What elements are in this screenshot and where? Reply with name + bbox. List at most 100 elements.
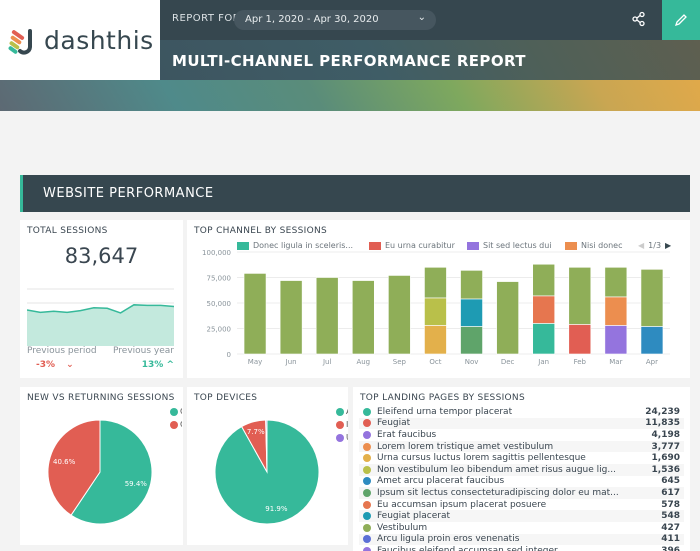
previous-year-change: 13% [141, 360, 164, 370]
bar-segment[interactable] [460, 298, 483, 327]
bar-segment[interactable] [351, 280, 375, 355]
color-dot-icon [363, 535, 371, 544]
list-item[interactable]: Vestibulum 427 [359, 522, 684, 534]
legend-label: Eu urna curabitur [385, 241, 455, 250]
legend-item[interactable]: A [336, 407, 348, 416]
legend-item[interactable]: U [336, 433, 348, 442]
color-dot-icon [363, 546, 371, 551]
color-dot-icon [363, 454, 371, 463]
page-name: Non vestibulum leo bibendum amet risus a… [377, 464, 616, 475]
page-name: Eu accumsan ipsum placerat posuere [377, 499, 547, 510]
share-icon[interactable] [630, 10, 648, 28]
color-dot-icon [363, 512, 371, 521]
page-sessions: 1,536 [651, 464, 680, 475]
list-item[interactable]: Erat faucibus 4,198 [359, 429, 684, 441]
bar-segment[interactable] [532, 323, 556, 355]
sessions-sparkline [27, 288, 174, 346]
page-sessions: 11,835 [645, 418, 680, 429]
slice-label: 91.9% [265, 505, 288, 513]
bar-segment[interactable] [532, 263, 556, 297]
bar-chart: 100,000 75,000 50,000 25,000 0 May Jun Jul Aug Se… [202, 249, 670, 366]
legend-item[interactable]: Nisi donec [565, 241, 623, 250]
legend-label: A [346, 407, 348, 416]
legend-prev-icon[interactable]: ◀ [638, 241, 645, 250]
bar-segment[interactable] [640, 326, 664, 355]
page-sessions: 4,198 [651, 429, 680, 440]
color-dot-icon [363, 419, 371, 428]
card-title: TOTAL SESSIONS [27, 226, 108, 236]
list-item[interactable]: Lorem lorem tristique amet vestibulum 3,7… [359, 440, 684, 453]
bar-segment[interactable] [279, 280, 303, 355]
legend-next-icon[interactable]: ▶ [665, 241, 672, 250]
list-item[interactable]: Faucibus eleifend accumsan sed integer 39… [359, 545, 684, 551]
list-item[interactable]: Feugiat placerat 548 [359, 510, 684, 522]
logo-text: dashthis [44, 25, 154, 55]
total-sessions-card: TOTAL SESSIONS 83,647 Previous period Pr… [20, 220, 183, 378]
page-name: Vestibulum [377, 522, 428, 533]
color-dot-icon [363, 407, 371, 416]
list-item[interactable]: Feugiat 11,835 [359, 417, 684, 430]
color-dot-icon [170, 407, 178, 416]
pie-slice[interactable] [265, 419, 268, 473]
pie-chart: 91.9% 7.7% [214, 419, 320, 525]
legend-page: 1/3 [648, 241, 662, 250]
bar-segment[interactable] [604, 325, 628, 355]
previous-period-change: -3% [36, 360, 56, 370]
edit-button[interactable] [662, 0, 700, 40]
legend-item[interactable]: Sit sed lectus dui [467, 241, 552, 250]
top-devices-card: TOP DEVICES 91.9% 7.7% AIU [187, 387, 348, 545]
list-item[interactable]: Ipsum sit lectus consecteturadipiscing d… [359, 487, 684, 499]
color-dot-icon [336, 433, 344, 442]
new-vs-returning-card: NEW VS RETURNING SESSIONS 59.4% 40.6% CC [20, 387, 183, 545]
page-name: Lorem lorem tristique amet vestibulum [377, 441, 554, 452]
page-name: Feugiat placerat [377, 511, 451, 522]
bar-segment[interactable] [532, 295, 556, 324]
color-dot-icon [363, 430, 371, 439]
bar-segment[interactable] [424, 266, 447, 299]
logo[interactable]: dashthis [0, 0, 160, 80]
list-item[interactable]: Eleifend urna tempor placerat 24,239 [359, 406, 684, 418]
color-dot-icon [363, 488, 371, 497]
sparkline-area [27, 304, 174, 346]
legend-item[interactable]: Eu urna curabitur [369, 241, 455, 250]
report-for-label: REPORT FOR [172, 13, 241, 24]
bar-segment[interactable] [243, 273, 267, 355]
card-title: NEW VS RETURNING SESSIONS [27, 393, 175, 403]
list-item[interactable]: Eu accumsan ipsum placerat posuere 578 [359, 499, 684, 511]
legend-label: Donec ligula in sceleris... [253, 241, 354, 250]
color-dot-icon [336, 420, 344, 429]
bar-segment[interactable] [640, 269, 664, 327]
list-item[interactable]: Amet arcu placerat faucibus 645 [359, 476, 684, 488]
x-tick-label: Jan [537, 358, 549, 366]
bar-segment[interactable] [388, 275, 411, 355]
bar-segment[interactable] [568, 324, 592, 355]
list-item[interactable]: Arcu ligula proin eros venenatis 411 [359, 533, 684, 546]
bar-segment[interactable] [604, 296, 628, 326]
bar-segment[interactable] [460, 326, 483, 355]
legend-item[interactable]: I [336, 420, 348, 429]
pie-slice[interactable] [47, 419, 101, 516]
legend-item[interactable]: C [170, 420, 182, 429]
bar-segment[interactable] [315, 277, 339, 355]
bar-segment[interactable] [424, 297, 447, 326]
top-bar: REPORT FOR Apr 1, 2020 - Apr 30, 2020 ⌄ [160, 0, 662, 40]
bar-segment[interactable] [568, 266, 592, 325]
bar-segment[interactable] [604, 266, 628, 298]
pie-legend: AIU [336, 407, 348, 442]
legend-label: U [346, 433, 348, 442]
pie-slice[interactable] [70, 419, 153, 525]
legend-item[interactable]: C [170, 407, 182, 416]
slice-label: 59.4% [125, 480, 148, 488]
page-name: Urna cursus luctus lorem sagittis pellen… [377, 453, 586, 464]
legend-item[interactable]: Donec ligula in sceleris... [237, 241, 353, 250]
list-item[interactable]: Urna cursus luctus lorem sagittis pellen… [359, 452, 684, 464]
color-dot-icon [363, 442, 371, 451]
landing-pages-list: Eleifend urna tempor placerat 24,239 Feugi… [359, 406, 684, 551]
list-item[interactable]: Non vestibulum leo bibendum amet risus a… [359, 463, 684, 476]
date-range-dropdown[interactable]: Apr 1, 2020 - Apr 30, 2020 ⌄ [234, 10, 436, 30]
x-tick-label: Sep [393, 358, 407, 366]
bar-segment[interactable] [424, 325, 447, 355]
bar-segment[interactable] [496, 281, 519, 355]
bar-segment[interactable] [460, 270, 483, 300]
y-tick-label: 100,000 [202, 249, 231, 257]
